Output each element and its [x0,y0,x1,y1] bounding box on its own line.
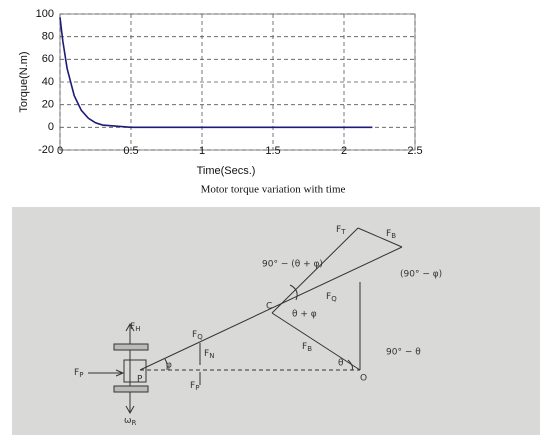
subscript: Q [331,295,337,303]
incline-line [139,246,403,371]
x-tick-label: 1 [199,145,205,157]
symbol: F [386,229,391,239]
arrow-heads [125,322,135,415]
diagram-label: FB [302,342,312,354]
y-axis-label: Torque(N.m) [18,51,30,112]
subscript: B [391,232,396,240]
diagram-label: FQ [192,330,203,342]
x-axis-label: Time(Secs.) [197,165,256,177]
symbol: F [74,368,79,378]
diagram-label: FP [74,368,83,380]
subscript: H [135,325,140,333]
diagram-label: θ [338,359,344,369]
subscript: P [79,371,83,379]
co-line [271,312,361,371]
diagram-label: O [360,374,367,384]
caption: Motor torque variation with time [201,184,346,196]
y-tick-label: 0 [48,121,54,133]
data-line [59,17,373,129]
symbol: F [204,349,209,359]
symbol: F [192,330,197,340]
subscript: Q [197,333,203,341]
angle-arc [347,359,353,371]
symbol: F [302,342,307,352]
subscript: B [307,345,312,353]
subscript: N [209,352,214,360]
x-tick-label: 2 [341,145,347,157]
subscript: R [132,419,137,427]
symbol: ω [124,416,132,426]
diagram-label: ωR [124,416,137,428]
y-tick-label: 40 [42,76,54,88]
fb-line [357,227,403,248]
diagram-label: FB [386,229,396,241]
diagram-label: FH [130,322,140,334]
y-tick-label: 100 [36,8,54,20]
diagram-label: 90° − θ [386,348,421,358]
symbol: F [326,292,331,302]
arrow-head [115,369,125,377]
slider [123,359,147,383]
diagram-label: C [266,302,272,312]
y-tick-label: 20 [42,99,54,111]
x-tick-label: 0.5 [123,145,138,157]
x-tick-label: 2.5 [407,145,422,157]
diagram-label: P [137,375,143,385]
ft-line [271,227,359,314]
angle-arc [289,284,298,301]
x-tick-label: 0 [57,145,63,157]
symbol: F [190,381,195,391]
bearing-bottom [113,385,149,393]
y-tick-label: -20 [38,144,54,156]
subscript: P [195,384,199,392]
diagram-label: FQ [326,292,337,304]
diagram-label: θ + φ [292,310,317,320]
diagram-label: FN [204,349,214,361]
diagram-label: (90° − φ) [400,270,442,280]
symbol: F [336,225,341,235]
subscript: T [340,228,346,236]
diagram-label: FP [190,381,199,393]
bearing-top [113,343,149,351]
y-tick-label: 80 [42,31,54,43]
x-tick-label: 1.5 [265,145,280,157]
photo-background [12,207,540,435]
y-tick-label: 60 [42,53,54,65]
symbol: F [130,322,135,332]
diagram-label: 90° − (θ + φ) [262,260,323,270]
angle-arc [164,358,168,371]
diagram-label: φ [166,361,172,371]
diagram-label: FT [336,225,346,237]
